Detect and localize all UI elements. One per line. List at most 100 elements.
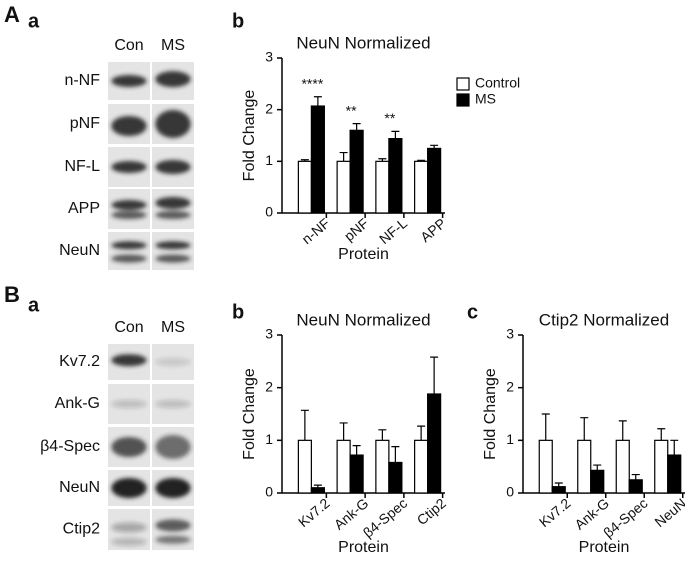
blot-band [111,437,147,457]
y-axis-label: Fold Change [241,90,258,182]
blot-band [111,75,147,87]
y-tick-label: 2 [506,378,514,394]
legend-label: Control [475,75,520,91]
blot-band [155,71,191,88]
y-axis-label: Fold Change [241,368,258,460]
band [111,241,147,250]
band [111,354,147,367]
error-bar [541,413,550,441]
error-bar [580,417,589,441]
bar [310,105,325,214]
band [111,522,147,533]
x-tick-label: pNF [341,215,372,244]
subpanel-letter: c [467,301,478,323]
legend-label: MS [475,91,496,107]
blot-band [155,435,191,459]
y-tick-label: 0 [265,204,273,220]
x-axis-label: Protein [338,539,389,556]
x-tick-label: n-NF [299,215,333,247]
blot-band [155,110,191,138]
blot-row-label: pNF [70,115,100,132]
y-tick-label: 3 [265,49,273,65]
bar [310,487,325,494]
x-tick-label: NF-L [376,215,410,247]
subpanel-letter: a [28,294,40,316]
chart-title: NeuN Normalized [296,33,430,52]
blot-column-label: MS [161,37,185,54]
x-tick-label: Kv7.2 [295,495,333,530]
y-tick-label: 0 [506,484,514,500]
y-tick-label: 2 [265,100,273,116]
bar [667,454,682,494]
y-tick-label: 3 [506,326,514,342]
blot-band [111,478,147,498]
error-bar [378,429,387,441]
error-bar [631,473,640,480]
band [111,116,147,136]
error-bar [300,409,309,441]
blot-row-label: n-NF [64,72,100,89]
bar [336,160,351,214]
blot-band [111,354,147,367]
blot-band [111,116,147,136]
x-tick-label: Kv7.2 [536,495,574,530]
bar [590,469,605,494]
chart-title: Ctip2 Normalized [539,310,669,329]
y-tick-label: 2 [265,378,273,394]
blot-band [111,200,147,219]
error-bar [618,420,627,441]
subpanel-letter: a [28,10,40,32]
x-axis-label: Protein [338,246,389,263]
band [111,200,147,210]
error-bar [430,144,439,149]
blot-band [111,400,147,408]
error-bar [417,425,426,441]
error-bar [352,123,361,131]
x-tick-label: β4-Spec [600,495,650,541]
error-bar [430,356,439,394]
band [155,211,191,219]
significance: ** [384,110,395,126]
error-bar [657,428,666,441]
y-axis-label: Fold Change [482,368,499,460]
panel-letter: B [4,282,20,307]
band [155,435,191,459]
band [111,537,147,546]
y-tick-label: 1 [506,431,514,447]
chart-title: NeuN Normalized [296,310,430,329]
band [155,358,191,366]
subpanel-letter: b [232,10,244,32]
band [155,478,191,498]
blot-band [111,241,147,263]
bar [615,439,630,494]
bar [297,160,312,214]
band [111,161,147,173]
blot-lane [108,232,150,270]
legend-swatch [456,93,470,107]
x-axis-label: Protein [579,539,630,556]
band [111,254,147,263]
bar [414,160,429,214]
x-tick-label: NeuN [651,495,685,530]
blot-band [155,478,191,498]
bar [414,439,429,494]
blot-row-label: Kv7.2 [59,353,100,370]
y-tick-label: 3 [265,326,273,342]
error-bar [593,464,602,471]
band [155,71,191,88]
bar [654,439,669,494]
blot-band [155,241,191,263]
band [155,110,191,138]
bar [375,160,390,214]
band [111,75,147,87]
blot-band [155,400,191,408]
panel-letter: A [4,2,20,27]
band [155,197,191,209]
blot-row-label: NeuN [59,242,100,259]
blot-band [111,161,147,173]
error-bar [378,158,387,162]
blot-row-label: APP [68,200,100,217]
bar [577,439,592,494]
y-tick-label: 1 [265,431,273,447]
